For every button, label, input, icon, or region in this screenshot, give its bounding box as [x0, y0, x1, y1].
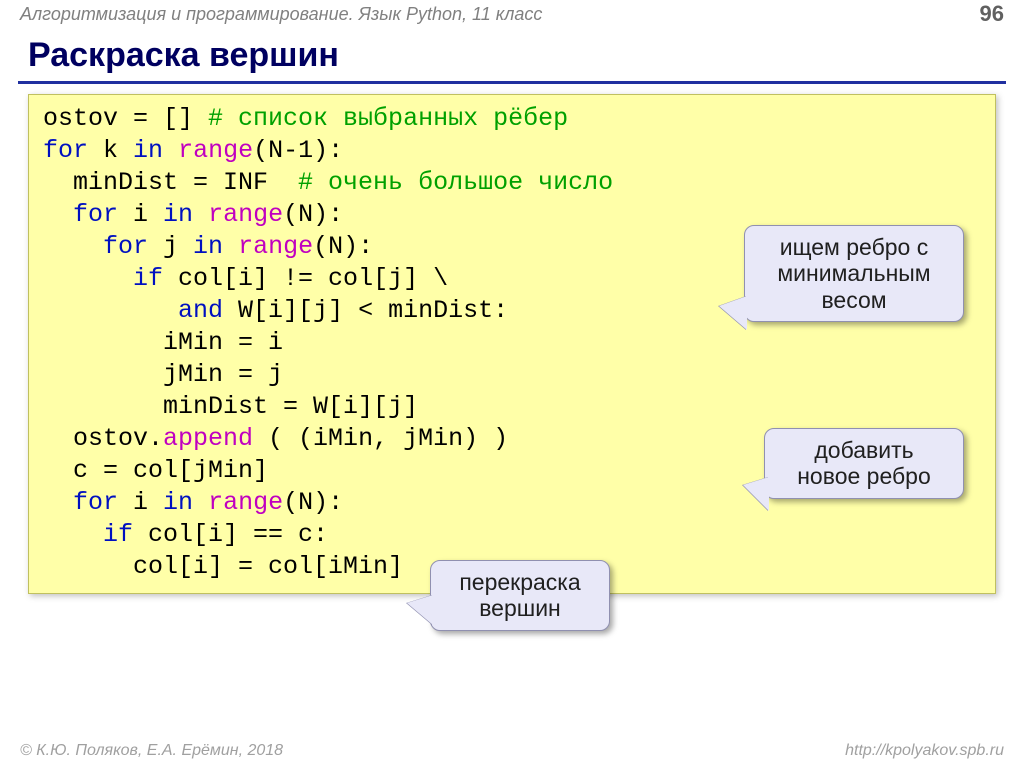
code-line: minDist = INF # очень большое число: [43, 167, 981, 199]
course-title: Алгоритмизация и программирование. Язык …: [20, 4, 980, 25]
slide-title: Раскраска вершин: [0, 28, 1024, 81]
callout-tail: [743, 477, 769, 511]
slide-header: Алгоритмизация и программирование. Язык …: [0, 0, 1024, 28]
title-rule: [18, 81, 1006, 84]
code-line: ostov = [] # список выбранных рёбер: [43, 103, 981, 135]
code-line: for k in range(N-1):: [43, 135, 981, 167]
copyright: © К.Ю. Поляков, Е.А. Ерёмин, 2018: [20, 742, 845, 760]
code-line: minDist = W[i][j]: [43, 391, 981, 423]
code-line: jMin = j: [43, 359, 981, 391]
callout-text: ищем ребро с минимальным весом: [777, 234, 930, 313]
callout-tail: [407, 595, 433, 625]
callout-text: перекраска вершин: [459, 569, 580, 621]
callout-min-edge: ищем ребро с минимальным весом: [744, 225, 964, 322]
callout-text: добавить новое ребро: [797, 437, 931, 489]
page-number: 96: [980, 1, 1004, 27]
callout-add-edge: добавить новое ребро: [764, 428, 964, 499]
code-line: iMin = i: [43, 327, 981, 359]
footer-url: http://kpolyakov.spb.ru: [845, 742, 1004, 760]
slide-footer: © К.Ю. Поляков, Е.А. Ерёмин, 2018 http:/…: [0, 739, 1024, 767]
callout-tail: [719, 296, 747, 330]
code-block: ostov = [] # список выбранных рёберfor k…: [28, 94, 996, 594]
code-line: if col[i] == c:: [43, 519, 981, 551]
callout-recolor: перекраска вершин: [430, 560, 610, 631]
